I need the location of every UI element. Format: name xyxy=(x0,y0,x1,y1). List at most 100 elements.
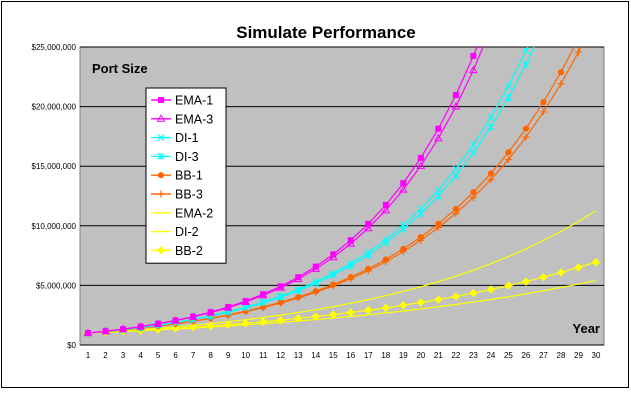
x-tick-label: 28 xyxy=(557,351,566,360)
data-point-bb-1 xyxy=(400,245,407,253)
data-point-ema-1 xyxy=(102,328,109,335)
data-point-bb-1 xyxy=(330,281,337,288)
legend-marker-bb-2 xyxy=(156,246,166,255)
data-point-di-1 xyxy=(417,205,425,213)
legend-label-ema-3: EMA-3 xyxy=(175,112,213,126)
x-tick-label: 14 xyxy=(311,351,320,360)
data-point-ema-1 xyxy=(85,330,91,337)
data-point-di-3 xyxy=(469,149,477,157)
data-point-bb-2 xyxy=(469,288,478,298)
data-point-bb-1 xyxy=(417,234,424,241)
legend-label-ema-2: EMA-2 xyxy=(175,206,213,220)
x-tick-label: 13 xyxy=(294,351,303,360)
data-point-bb-1 xyxy=(347,274,354,281)
data-point-ema-3 xyxy=(451,102,461,110)
data-point-di-1 xyxy=(347,259,355,267)
data-point-di-1 xyxy=(277,292,285,300)
data-point-ema-3 xyxy=(469,65,478,74)
x-tick-label: 3 xyxy=(121,351,126,360)
x-tick-label: 23 xyxy=(469,351,478,360)
series-markers xyxy=(83,47,601,338)
data-point-bb-2 xyxy=(188,322,198,332)
x-tick-label: 1 xyxy=(86,351,91,360)
x-tick-label: 24 xyxy=(486,351,495,360)
legend-label-di-2: DI-2 xyxy=(175,225,199,239)
legend-marker-bb-3 xyxy=(157,190,165,198)
data-point-ema-1 xyxy=(295,274,302,281)
data-point-ema-1 xyxy=(207,309,214,316)
data-point-di-3 xyxy=(277,293,285,301)
data-point-bb-2 xyxy=(591,257,601,267)
x-tick-label: 5 xyxy=(156,351,161,360)
x-tick-label: 16 xyxy=(346,351,355,360)
data-point-bb-2 xyxy=(451,292,461,301)
data-point-di-3 xyxy=(487,123,495,131)
data-point-di-1 xyxy=(452,165,460,173)
y-tick-label: $10,000,000 xyxy=(32,222,77,231)
data-point-di-1 xyxy=(259,298,267,306)
data-point-di-1 xyxy=(522,47,530,55)
data-point-di-1 xyxy=(364,248,372,256)
legend-label-bb-3: BB-3 xyxy=(175,188,203,202)
data-point-ema-3 xyxy=(363,223,373,232)
y-tick-label: $20,000,000 xyxy=(32,103,77,112)
data-point-bb-3 xyxy=(522,133,530,141)
data-point-ema-1 xyxy=(120,326,127,333)
chart-title: Simulate Performance xyxy=(236,23,416,42)
data-point-ema-1 xyxy=(382,201,389,208)
legend-marker-bb-1 xyxy=(157,172,165,179)
data-point-bb-3 xyxy=(574,48,582,56)
data-point-bb-1 xyxy=(505,149,512,156)
data-point-bb-2 xyxy=(381,303,391,313)
data-point-bb-2 xyxy=(241,319,250,328)
data-point-ema-1 xyxy=(260,291,267,298)
x-tick-label: 21 xyxy=(434,351,443,360)
x-tick-label: 17 xyxy=(364,351,373,360)
x-tick-label: 15 xyxy=(329,351,338,360)
data-point-bb-1 xyxy=(382,256,389,263)
x-tick-label: 18 xyxy=(381,351,390,360)
x-tick-label: 6 xyxy=(173,351,178,360)
x-tick-label: 8 xyxy=(208,351,213,360)
data-point-ema-1 xyxy=(400,180,407,187)
data-point-bb-2 xyxy=(521,277,531,286)
y-tick-label: $25,000,000 xyxy=(32,43,77,52)
data-point-di-1 xyxy=(294,286,302,293)
x-tick-label: 11 xyxy=(259,351,268,360)
x-tick-label: 4 xyxy=(138,351,143,360)
data-point-bb-2 xyxy=(399,301,408,310)
data-point-bb-1 xyxy=(295,293,302,301)
data-point-bb-2 xyxy=(223,320,233,329)
data-point-bb-1 xyxy=(487,170,494,177)
data-point-bb-1 xyxy=(435,220,442,227)
data-point-ema-3 xyxy=(381,205,391,214)
data-point-bb-2 xyxy=(206,321,215,331)
y-tick-label: $5,000,000 xyxy=(36,281,77,290)
data-point-bb-1 xyxy=(557,69,565,76)
x-tick-label: 2 xyxy=(103,351,108,360)
x-tick-label: 9 xyxy=(226,351,231,360)
data-point-bb-2 xyxy=(486,285,496,294)
data-point-ema-1 xyxy=(172,317,179,324)
data-point-di-1 xyxy=(434,186,442,194)
data-point-bb-3 xyxy=(539,108,547,116)
y-axis-label: Port Size xyxy=(92,61,148,76)
data-point-ema-1 xyxy=(137,323,144,330)
x-tick-label: 29 xyxy=(574,351,583,360)
y-tick-label: $0 xyxy=(67,341,76,350)
data-point-bb-1 xyxy=(365,265,372,272)
data-point-bb-2 xyxy=(171,324,180,333)
data-point-di-1 xyxy=(399,221,407,229)
data-point-di-1 xyxy=(312,278,320,286)
data-point-ema-3 xyxy=(416,161,426,169)
legend-label-di-3: DI-3 xyxy=(175,150,199,164)
data-point-ema-1 xyxy=(190,313,197,320)
data-point-bb-1 xyxy=(522,125,530,132)
x-tick-label: 20 xyxy=(416,351,425,360)
x-tick-label: 10 xyxy=(241,351,250,360)
data-point-di-1 xyxy=(382,236,390,243)
data-point-bb-3 xyxy=(487,176,495,184)
data-point-di-3 xyxy=(452,172,460,180)
